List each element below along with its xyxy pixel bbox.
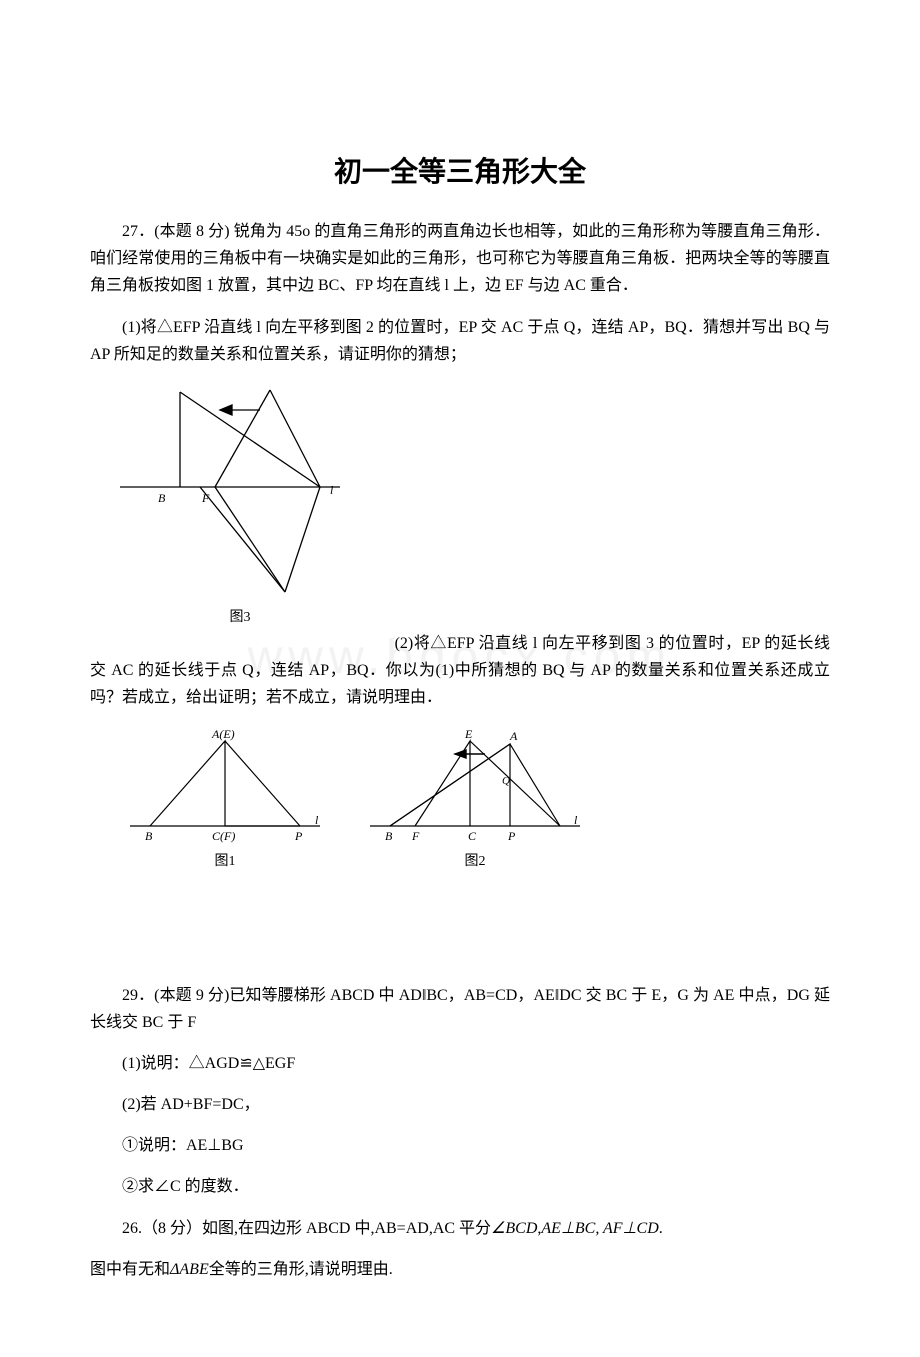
svg-text:A: A [509,729,518,743]
problem-29: 29．(本题 9 分)已知等腰梯形 ABCD 中 AD‖BC，AB=CD，AE‖… [90,982,830,1036]
math-triangle-abe: ΔABE [170,1261,209,1278]
problem-29-2: (2)若 AD+BF=DC， [90,1091,830,1118]
figure-3: B F l 图3 [120,382,360,626]
problem-29-2-1: ①说明：AE⊥BG [90,1132,830,1159]
svg-text:E: E [464,727,473,741]
svg-text:Q: Q [502,775,510,787]
svg-text:B: B [385,829,393,843]
problem-27-q1: (1)将△EFP 沿直线 l 向左平移到图 2 的位置时，EP 交 AC 于点 … [90,314,830,368]
problem-27-q2: (2)将△EFP 沿直线 l 向左平移到图 3 的位置时，EP 的延长线交 AC… [90,630,830,712]
figure-1-caption: 图1 [215,850,236,870]
page-title: 初一全等三角形大全 [90,150,830,190]
svg-text:B: B [158,491,166,505]
figure-2-caption: 图2 [465,850,486,870]
math-angle-bcd: ∠BCD [491,1220,537,1237]
svg-text:l: l [315,813,319,827]
problem-26-line2: 图中有无和ΔABE全等的三角形,请说明理由. [90,1256,830,1283]
figure-3-svg: B F l [120,382,360,602]
svg-text:P: P [507,829,516,843]
figure-2-svg: E A B F C P Q l [360,726,590,846]
svg-text:C: C [468,829,477,843]
problem-27-intro: 27．(本题 8 分) 锐角为 45o 的直角三角形的两直角边长也相等，如此的三… [90,218,830,300]
svg-text:l: l [330,483,334,497]
problem-26: 26.（8 分）如图,在四边形 ABCD 中,AB=AD,AC 平分∠BCD,A… [90,1215,830,1242]
problem-29-2-2: ②求∠C 的度数． [90,1173,830,1200]
svg-text:F: F [201,491,210,505]
svg-text:F: F [411,829,420,843]
math-perp: AE⊥BC, AF⊥CD [541,1220,658,1237]
figure-2: E A B F C P Q l 图2 [360,726,590,870]
svg-text:B: B [145,829,153,843]
figure-1: A(E) B C(F) P l 图1 [120,726,330,870]
svg-text:A(E): A(E) [211,727,235,741]
figure-3-caption: 图3 [230,606,251,626]
svg-text:P: P [294,829,303,843]
svg-text:C(F): C(F) [212,829,235,843]
figure-1-svg: A(E) B C(F) P l [120,726,330,846]
svg-text:l: l [574,813,578,827]
problem-29-1: (1)说明：△AGD≌△EGF [90,1050,830,1077]
